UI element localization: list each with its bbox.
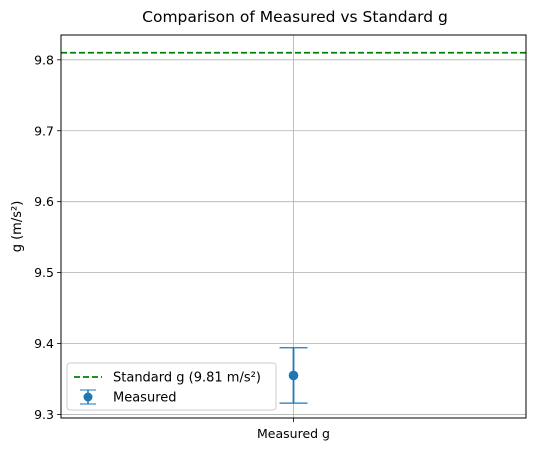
y-tick-label: 9.4 [34, 336, 54, 351]
y-tick-label: 9.3 [34, 407, 54, 422]
y-tick-label: 9.6 [34, 194, 54, 209]
chart-title: Comparison of Measured vs Standard g [142, 8, 448, 26]
y-tick-label: 9.5 [34, 265, 54, 280]
measured-data-point [288, 370, 299, 381]
legend-box [66, 362, 277, 411]
legend-swatch-measured [80, 389, 96, 405]
legend-label-measured: Measured [113, 391, 177, 406]
y-tick-label: 9.7 [34, 123, 54, 138]
legend: Standard g (9.81 m/s²) Measured [66, 362, 277, 411]
y-axis-label: g (m/s²) [10, 201, 25, 253]
x-axis-ticks: Measured g [257, 418, 330, 441]
data-layer [279, 347, 308, 404]
x-tick-label: Measured g [257, 426, 330, 441]
y-axis-ticks: 9.3 9.4 9.5 9.6 9.7 9.8 [34, 52, 61, 422]
legend-label-standard-g: Standard g (9.81 m/s²) [113, 371, 261, 386]
y-tick-label: 9.8 [34, 52, 54, 67]
